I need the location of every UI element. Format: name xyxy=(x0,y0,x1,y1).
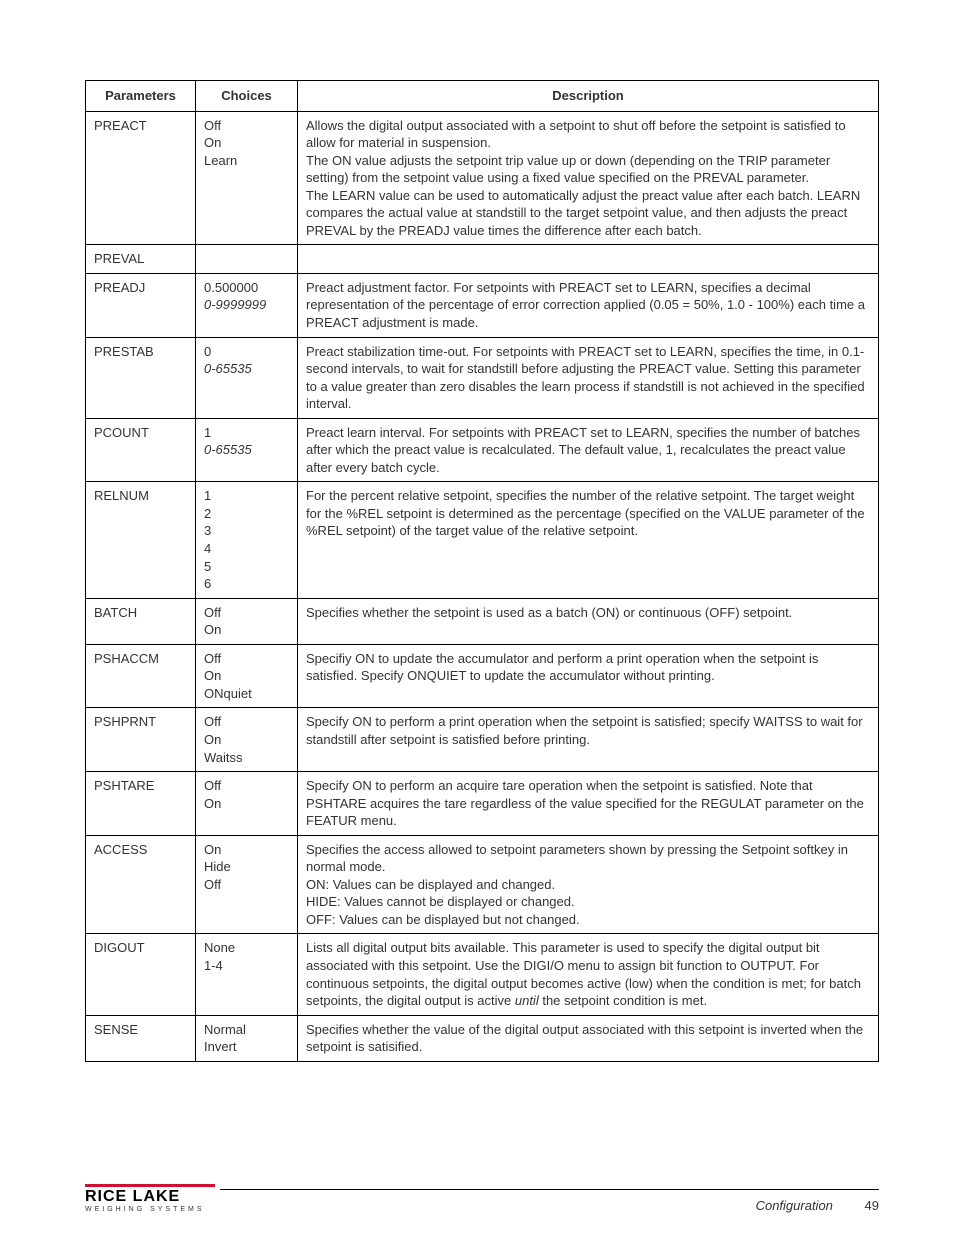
choice-value: 1 xyxy=(204,487,289,505)
choice-value: 2 xyxy=(204,505,289,523)
param-cell: PSHPRNT xyxy=(86,708,196,772)
header-description: Description xyxy=(298,81,879,112)
choices-cell: 123456 xyxy=(196,482,298,598)
choice-value: Off xyxy=(204,876,289,894)
table-row: PREVAL xyxy=(86,245,879,274)
choices-cell: OffOnWaitss xyxy=(196,708,298,772)
description-cell: Preact stabilization time-out. For setpo… xyxy=(298,337,879,418)
choice-value: ONquiet xyxy=(204,685,289,703)
choices-cell: 10-65535 xyxy=(196,418,298,482)
choice-value: 0.500000 xyxy=(204,279,289,297)
param-cell: PSHACCM xyxy=(86,644,196,708)
choice-value: On xyxy=(204,667,289,685)
choice-value: On xyxy=(204,841,289,859)
choices-cell: None1-4 xyxy=(196,934,298,1015)
choice-value: None xyxy=(204,939,289,957)
description-cell: Specifies the access allowed to setpoint… xyxy=(298,835,879,934)
description-cell: Specifies whether the setpoint is used a… xyxy=(298,598,879,644)
description-cell: Lists all digital output bits available.… xyxy=(298,934,879,1015)
choice-range: 0-65535 xyxy=(204,360,289,378)
table-row: SENSENormalInvertSpecifies whether the v… xyxy=(86,1015,879,1061)
choice-range: 0-9999999 xyxy=(204,296,289,314)
brand-logo: RICE LAKE WEIGHING SYSTEMS xyxy=(85,1184,215,1213)
param-cell: PREVAL xyxy=(86,245,196,274)
page-footer: RICE LAKE WEIGHING SYSTEMS Configuration… xyxy=(85,1165,879,1235)
choice-value: 1-4 xyxy=(204,957,289,975)
choices-cell xyxy=(196,245,298,274)
choice-value: Off xyxy=(204,604,289,622)
table-row: PREACTOffOnLearnAllows the digital outpu… xyxy=(86,111,879,245)
param-cell: PSHTARE xyxy=(86,772,196,836)
choice-value: Off xyxy=(204,777,289,795)
description-cell xyxy=(298,245,879,274)
page-meta: Configuration 49 xyxy=(756,1198,879,1213)
param-cell: BATCH xyxy=(86,598,196,644)
choice-value: On xyxy=(204,621,289,639)
description-cell: Specify ON to perform an acquire tare op… xyxy=(298,772,879,836)
table-row: PCOUNT10-65535Preact learn interval. For… xyxy=(86,418,879,482)
table-row: PRESTAB00-65535Preact stabilization time… xyxy=(86,337,879,418)
choices-cell: 00-65535 xyxy=(196,337,298,418)
choices-cell: OffOnLearn xyxy=(196,111,298,245)
param-cell: PREADJ xyxy=(86,273,196,337)
table-row: DIGOUTNone1-4Lists all digital output bi… xyxy=(86,934,879,1015)
description-cell: Preact learn interval. For setpoints wit… xyxy=(298,418,879,482)
param-cell: PCOUNT xyxy=(86,418,196,482)
description-cell: Allows the digital output associated wit… xyxy=(298,111,879,245)
choices-cell: 0.5000000-9999999 xyxy=(196,273,298,337)
table-row: PSHPRNTOffOnWaitssSpecify ON to perform … xyxy=(86,708,879,772)
section-name: Configuration xyxy=(756,1198,833,1213)
choice-value: 5 xyxy=(204,558,289,576)
footer-rule xyxy=(220,1189,879,1190)
description-cell: Specifiy ON to update the accumulator an… xyxy=(298,644,879,708)
param-cell: DIGOUT xyxy=(86,934,196,1015)
choice-value: On xyxy=(204,795,289,813)
description-cell: For the percent relative setpoint, speci… xyxy=(298,482,879,598)
brand-bar xyxy=(85,1184,215,1187)
table-row: PREADJ0.5000000-9999999Preact adjustment… xyxy=(86,273,879,337)
header-choices: Choices xyxy=(196,81,298,112)
param-cell: SENSE xyxy=(86,1015,196,1061)
choices-cell: OffOn xyxy=(196,772,298,836)
description-cell: Preact adjustment factor. For setpoints … xyxy=(298,273,879,337)
table-header-row: Parameters Choices Description xyxy=(86,81,879,112)
table-row: PSHTAREOffOnSpecify ON to perform an acq… xyxy=(86,772,879,836)
choice-value: On xyxy=(204,134,289,152)
choice-value: On xyxy=(204,731,289,749)
choice-value: Off xyxy=(204,650,289,668)
choice-value: Off xyxy=(204,713,289,731)
param-cell: RELNUM xyxy=(86,482,196,598)
choices-cell: OnHideOff xyxy=(196,835,298,934)
description-cell: Specifies whether the value of the digit… xyxy=(298,1015,879,1061)
table-row: RELNUM123456For the percent relative set… xyxy=(86,482,879,598)
choices-cell: NormalInvert xyxy=(196,1015,298,1061)
choice-value: 6 xyxy=(204,575,289,593)
choice-value: Invert xyxy=(204,1038,289,1056)
table-row: ACCESSOnHideOffSpecifies the access allo… xyxy=(86,835,879,934)
param-cell: PREACT xyxy=(86,111,196,245)
parameters-table: Parameters Choices Description PREACTOff… xyxy=(85,80,879,1062)
brand-name: RICE LAKE xyxy=(85,1189,215,1205)
param-cell: PRESTAB xyxy=(86,337,196,418)
choices-cell: OffOnONquiet xyxy=(196,644,298,708)
choice-value: Waitss xyxy=(204,749,289,767)
choices-cell: OffOn xyxy=(196,598,298,644)
choice-value: 1 xyxy=(204,424,289,442)
brand-subtitle: WEIGHING SYSTEMS xyxy=(85,1206,215,1213)
page-number: 49 xyxy=(865,1198,879,1213)
choice-value: Normal xyxy=(204,1021,289,1039)
choice-value: Hide xyxy=(204,858,289,876)
choice-value: Learn xyxy=(204,152,289,170)
choice-value: Off xyxy=(204,117,289,135)
description-cell: Specify ON to perform a print operation … xyxy=(298,708,879,772)
table-row: BATCHOffOnSpecifies whether the setpoint… xyxy=(86,598,879,644)
table-row: PSHACCMOffOnONquietSpecifiy ON to update… xyxy=(86,644,879,708)
param-cell: ACCESS xyxy=(86,835,196,934)
choice-value: 3 xyxy=(204,522,289,540)
header-parameters: Parameters xyxy=(86,81,196,112)
choice-value: 0 xyxy=(204,343,289,361)
choice-value: 4 xyxy=(204,540,289,558)
choice-range: 0-65535 xyxy=(204,441,289,459)
